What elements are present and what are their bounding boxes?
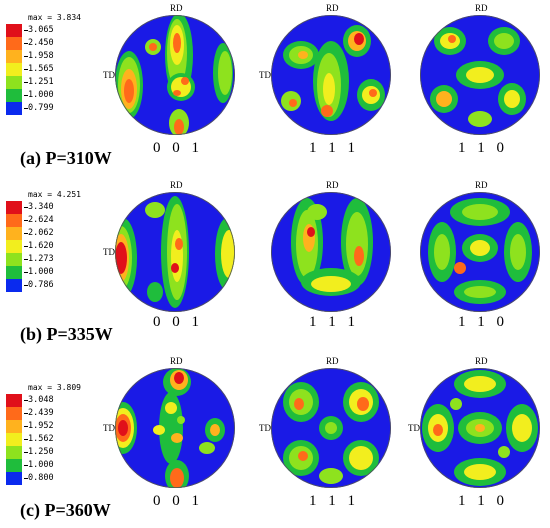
rd-label: RD [326, 356, 339, 366]
pole-figure-plot [271, 15, 391, 135]
pole-figure-plot [420, 15, 540, 135]
pole-figure-plot [271, 368, 391, 488]
legend-level-1: 3.048 [6, 394, 106, 407]
miller-index: 1 1 0 [458, 493, 508, 509]
td-label: TD [103, 247, 115, 257]
pole-figure-b-110: RD 1 1 0 [420, 180, 540, 330]
pole-figure-c-001: RD TD 0 0 1 [103, 356, 235, 509]
legend-level-6: 1.000 [6, 266, 106, 279]
rd-label: RD [170, 3, 183, 13]
legend-level-5: 1.251 [6, 76, 106, 89]
td-label: TD [103, 70, 115, 80]
miller-index: 1 1 1 [309, 140, 359, 156]
panel-c-label: (c) P=360W [20, 500, 111, 520]
pole-figure-b-001: RD TD 0 0 1 [103, 180, 235, 330]
miller-index: 0 0 1 [153, 493, 203, 509]
legend-level-5: 1.250 [6, 446, 106, 459]
miller-index: 0 0 1 [153, 140, 203, 156]
panel-b-label: (b) P=335W [20, 324, 113, 344]
legend-max: max = 4.251 [28, 190, 81, 199]
pole-figure-plot [115, 15, 235, 135]
pole-figure-a-001: RD TD 0 0 1 [103, 3, 235, 156]
td-label: TD [259, 70, 271, 80]
rd-label: RD [475, 3, 488, 13]
legend-level-7: 0.799 [6, 102, 106, 115]
panel-c: max = 3.809 3.048 2.439 1.952 1.562 1.25… [0, 352, 550, 528]
miller-index: 1 1 1 [309, 314, 359, 330]
miller-index: 1 1 0 [458, 314, 508, 330]
legend-level-6: 1.000 [6, 459, 106, 472]
rd-label: RD [170, 356, 183, 366]
miller-index: 0 0 1 [153, 314, 203, 330]
pole-figure-plot [115, 192, 235, 312]
panel-a: max = 3.834 3.065 2.450 1.958 1.565 1.25… [0, 0, 550, 176]
pole-figure-a-110: RD 1 1 0 [420, 3, 540, 156]
pole-figure-plot [115, 368, 235, 488]
legend-level-2: 2.439 [6, 407, 106, 420]
pole-figure-plot [271, 192, 391, 312]
rd-label: RD [475, 180, 488, 190]
rd-label: RD [475, 356, 488, 366]
pole-figure-plot [420, 368, 540, 488]
legend-level-7: 0.800 [6, 472, 106, 485]
td-label: TD [103, 423, 115, 433]
pole-figure-b-111: RD 1 1 1 [271, 180, 391, 330]
td-label: TD [259, 423, 271, 433]
legend-level-3: 1.958 [6, 50, 106, 63]
rd-label: RD [326, 3, 339, 13]
legend-level-3: 2.062 [6, 227, 106, 240]
miller-index: 1 1 1 [309, 493, 359, 509]
legend-level-1: 3.340 [6, 201, 106, 214]
td-label: TD [408, 423, 420, 433]
pole-figure-plot [420, 192, 540, 312]
legend-level-4: 1.562 [6, 433, 106, 446]
pole-figure-c-110: RD TD 1 1 0 [408, 356, 540, 509]
legend-level-3: 1.952 [6, 420, 106, 433]
pole-figure-c-111: RD TD 1 1 1 [259, 356, 391, 509]
legend-level-7: 0.786 [6, 279, 106, 292]
legend-level-4: 1.620 [6, 240, 106, 253]
legend-level-4: 1.565 [6, 63, 106, 76]
rd-label: RD [170, 180, 183, 190]
miller-index: 1 1 0 [458, 140, 508, 156]
legend-level-2: 2.450 [6, 37, 106, 50]
legend-level-1: 3.065 [6, 24, 106, 37]
panel-b: max = 4.251 3.340 2.624 2.062 1.620 1.27… [0, 176, 550, 352]
rd-label: RD [326, 180, 339, 190]
panel-a-label: (a) P=310W [20, 148, 112, 168]
legend-max: max = 3.809 [28, 383, 81, 392]
legend-max: max = 3.834 [28, 13, 81, 22]
legend-level-2: 2.624 [6, 214, 106, 227]
pole-figure-a-111: RD TD 1 1 1 [259, 3, 391, 156]
legend-level-5: 1.273 [6, 253, 106, 266]
legend-level-6: 1.000 [6, 89, 106, 102]
